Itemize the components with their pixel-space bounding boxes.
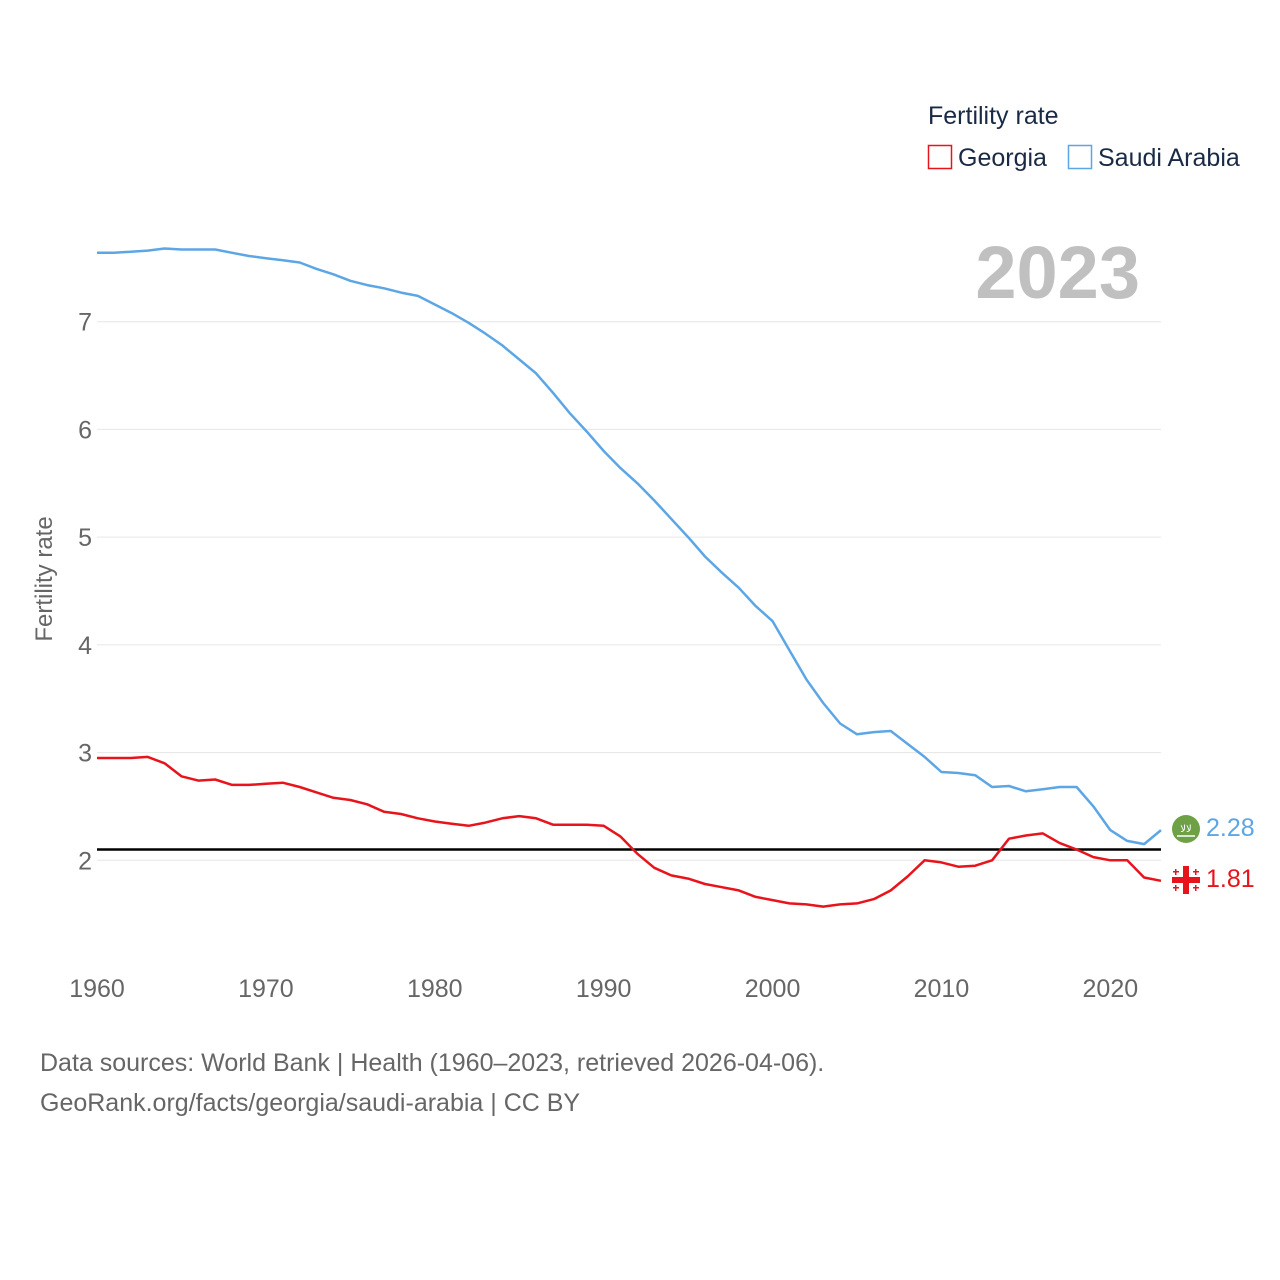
legend-swatch-georgia — [927, 144, 953, 170]
year-watermark: 2023 — [975, 231, 1140, 314]
y-tick-label: 4 — [78, 632, 92, 660]
legend-item-saudi-arabia[interactable]: Saudi Arabia — [1067, 144, 1240, 172]
x-tick-label: 1960 — [69, 975, 125, 1003]
x-tick-label: 1980 — [407, 975, 463, 1003]
end-value-saudi-arabia: 2.28 — [1206, 814, 1255, 842]
georgia-flag-icon — [1172, 866, 1200, 894]
y-tick-label: 2 — [78, 847, 92, 875]
y-tick-label: 5 — [78, 524, 92, 552]
attribution-text: GeoRank.org/facts/georgia/saudi-arabia |… — [40, 1089, 581, 1117]
legend-label-saudi-arabia: Saudi Arabia — [1098, 144, 1240, 172]
svg-text:ﻻﻻ: ﻻﻻ — [1180, 824, 1191, 835]
y-tick-label: 7 — [78, 309, 92, 337]
end-value-georgia: 1.81 — [1206, 865, 1255, 893]
data-source-text: Data sources: World Bank | Health (1960–… — [40, 1049, 825, 1077]
x-axis-ticks: 1960 1970 1980 1990 2000 2010 2020 — [69, 975, 1138, 1003]
legend: Fertility rate Georgia Saudi Arabia — [927, 102, 1240, 172]
georgia-end-marker: 1.81 — [1172, 865, 1255, 894]
legend-title: Fertility rate — [928, 102, 1059, 130]
y-tick-label: 6 — [78, 416, 92, 444]
x-tick-label: 2010 — [914, 975, 970, 1003]
saudi-arabia-end-marker: ﻻﻻ 2.28 — [1172, 814, 1255, 843]
x-tick-label: 2000 — [745, 975, 801, 1003]
x-tick-label: 1990 — [576, 975, 632, 1003]
y-axis-label: Fertility rate — [31, 516, 58, 641]
y-axis-ticks: 2 3 4 5 6 7 — [78, 309, 92, 876]
legend-swatch-saudi-arabia — [1067, 144, 1093, 170]
legend-item-georgia[interactable]: Georgia — [927, 144, 1048, 172]
y-tick-label: 3 — [78, 740, 92, 768]
series-line-saudi-arabia — [97, 247, 1162, 846]
x-tick-label: 1970 — [238, 975, 294, 1003]
series-line-georgia — [97, 755, 1162, 908]
legend-label-georgia: Georgia — [958, 144, 1047, 172]
grid-lines — [97, 321, 1161, 861]
saudi-arabia-flag-icon: ﻻﻻ — [1172, 815, 1200, 843]
x-tick-label: 2020 — [1083, 975, 1139, 1003]
footer: Data sources: World Bank | Health (1960–… — [40, 1043, 824, 1123]
